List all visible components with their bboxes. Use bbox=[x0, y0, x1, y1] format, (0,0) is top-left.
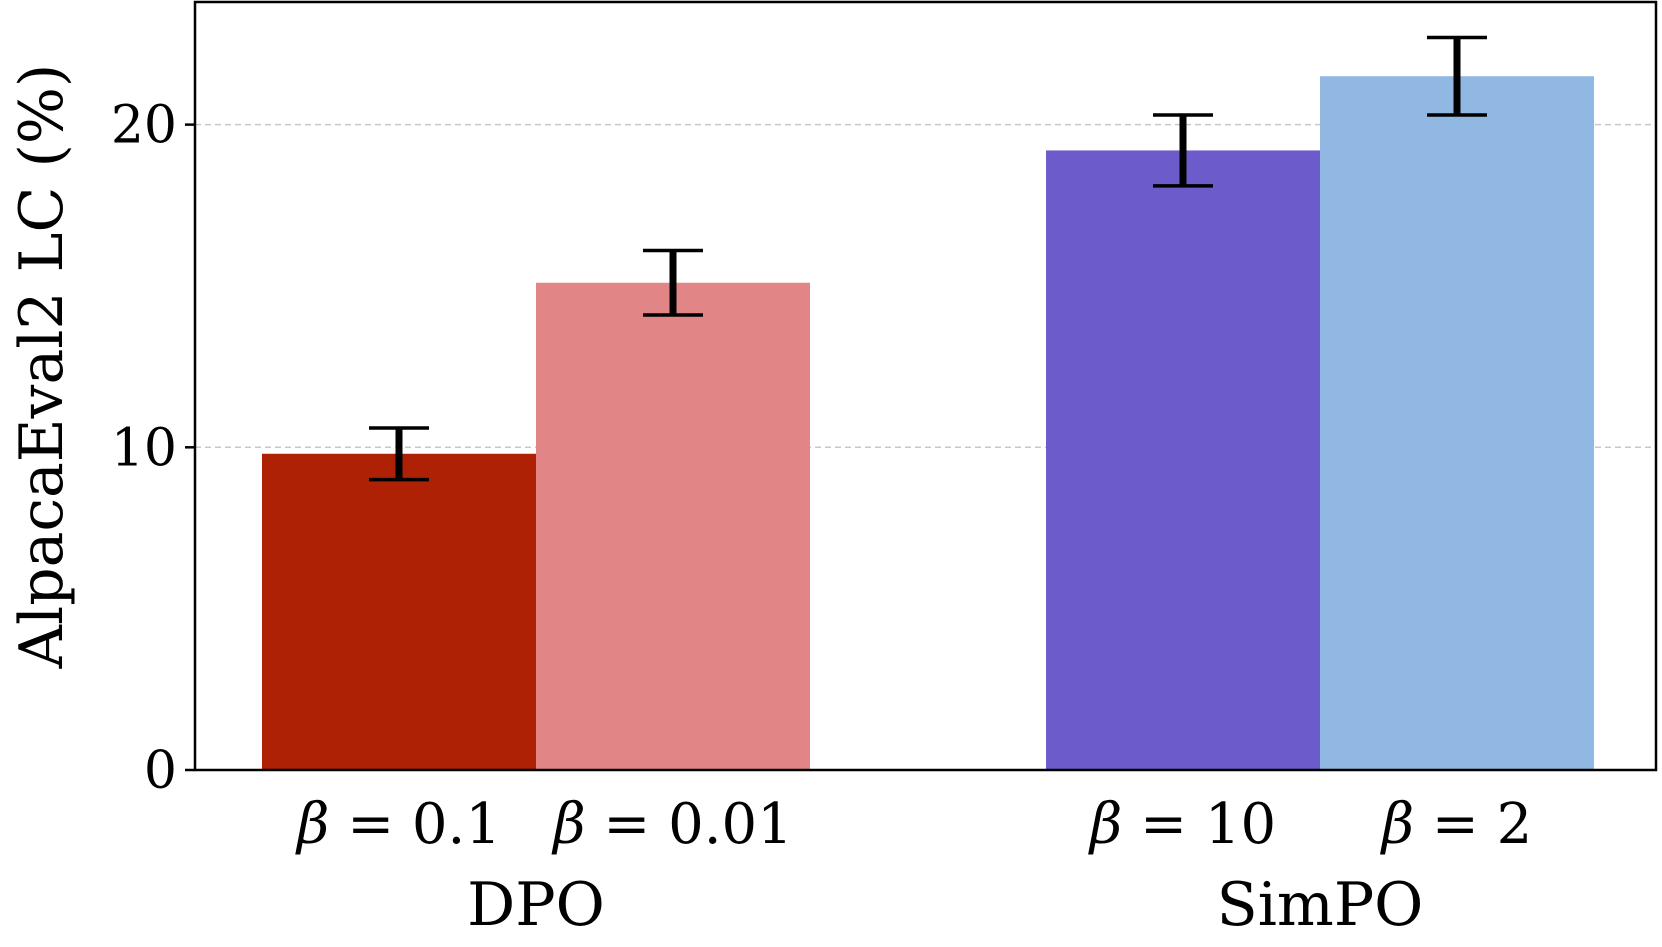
grid-lines bbox=[195, 123, 1656, 449]
x-category-label: β = 2 bbox=[1380, 792, 1533, 857]
y-axis-label: AlpacaEval2 LC (%) bbox=[7, 64, 77, 670]
axes-frame bbox=[193, 0, 1658, 772]
x-category-label: β = 0.1 bbox=[295, 792, 501, 857]
y-tick-label: 10 bbox=[111, 418, 177, 478]
y-tick-label: 0 bbox=[144, 741, 177, 801]
x-category-label: β = 0.01 bbox=[551, 792, 793, 857]
x-group-label: DPO bbox=[467, 870, 605, 940]
x-category-label: β = 10 bbox=[1088, 792, 1276, 857]
error-bars bbox=[369, 35, 1487, 482]
y-tick-label: 20 bbox=[111, 96, 177, 156]
bar-simpo-0 bbox=[1046, 150, 1320, 770]
bars bbox=[262, 76, 1594, 770]
bar-dpo-1 bbox=[536, 282, 810, 770]
bar-dpo-0 bbox=[262, 453, 536, 770]
bar-simpo-1 bbox=[1320, 76, 1594, 770]
x-axis-labels: β = 0.1 β = 0.01 DPO β = 10 β = 2 SimPO bbox=[295, 792, 1532, 940]
x-group-label: SimPO bbox=[1217, 870, 1424, 940]
y-axis-ticks: 0 10 20 bbox=[111, 96, 195, 801]
